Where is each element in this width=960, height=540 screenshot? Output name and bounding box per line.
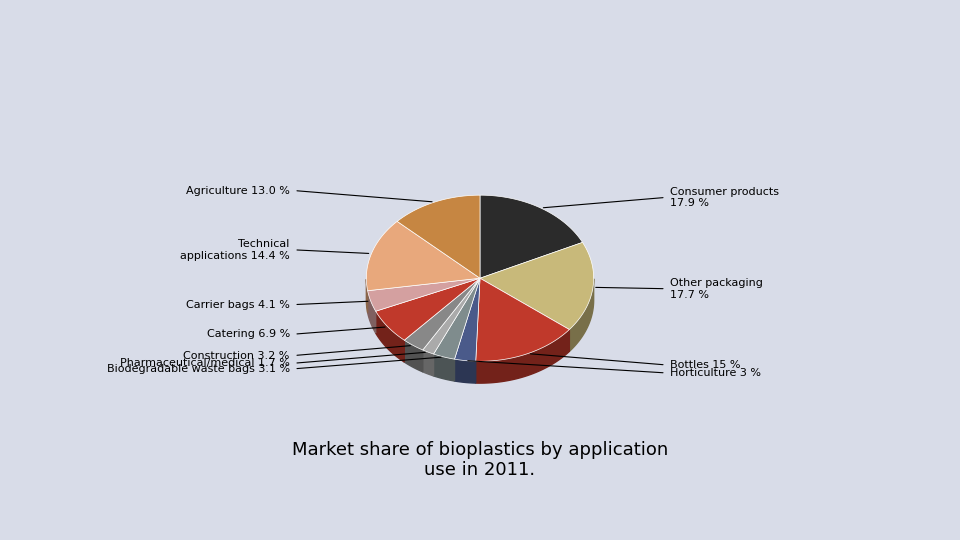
Polygon shape (434, 278, 480, 359)
Text: Biodegradable waste bags 3.1 %: Biodegradable waste bags 3.1 % (107, 364, 290, 374)
Text: Bottles 15 %: Bottles 15 % (670, 360, 741, 370)
Polygon shape (375, 311, 404, 362)
Polygon shape (480, 195, 583, 278)
Polygon shape (367, 221, 480, 291)
Text: Horticulture 3 %: Horticulture 3 % (670, 368, 761, 378)
Text: Market share of bioplastics by application
use in 2011.: Market share of bioplastics by applicati… (292, 441, 668, 480)
Polygon shape (480, 242, 593, 329)
Polygon shape (404, 278, 480, 350)
Polygon shape (368, 278, 480, 311)
Text: Agriculture 13.0 %: Agriculture 13.0 % (186, 186, 290, 195)
Polygon shape (375, 278, 480, 340)
Polygon shape (454, 278, 480, 361)
Polygon shape (476, 278, 569, 361)
Text: Pharmaceutical/medical 1.7 %: Pharmaceutical/medical 1.7 % (120, 358, 290, 368)
Text: Consumer products
17.9 %: Consumer products 17.9 % (670, 187, 780, 208)
Polygon shape (422, 278, 480, 354)
Polygon shape (368, 291, 375, 333)
Polygon shape (367, 279, 368, 313)
Text: Other packaging
17.7 %: Other packaging 17.7 % (670, 278, 763, 300)
Polygon shape (569, 279, 593, 352)
Text: Catering 6.9 %: Catering 6.9 % (206, 329, 290, 339)
Text: Technical
applications 14.4 %: Technical applications 14.4 % (180, 239, 290, 261)
Text: Construction 3.2 %: Construction 3.2 % (183, 350, 290, 361)
Polygon shape (422, 350, 434, 376)
Polygon shape (434, 354, 454, 381)
Polygon shape (454, 359, 476, 383)
Polygon shape (404, 340, 422, 372)
Polygon shape (397, 195, 480, 278)
Polygon shape (476, 329, 569, 383)
Text: Carrier bags 4.1 %: Carrier bags 4.1 % (186, 300, 290, 309)
